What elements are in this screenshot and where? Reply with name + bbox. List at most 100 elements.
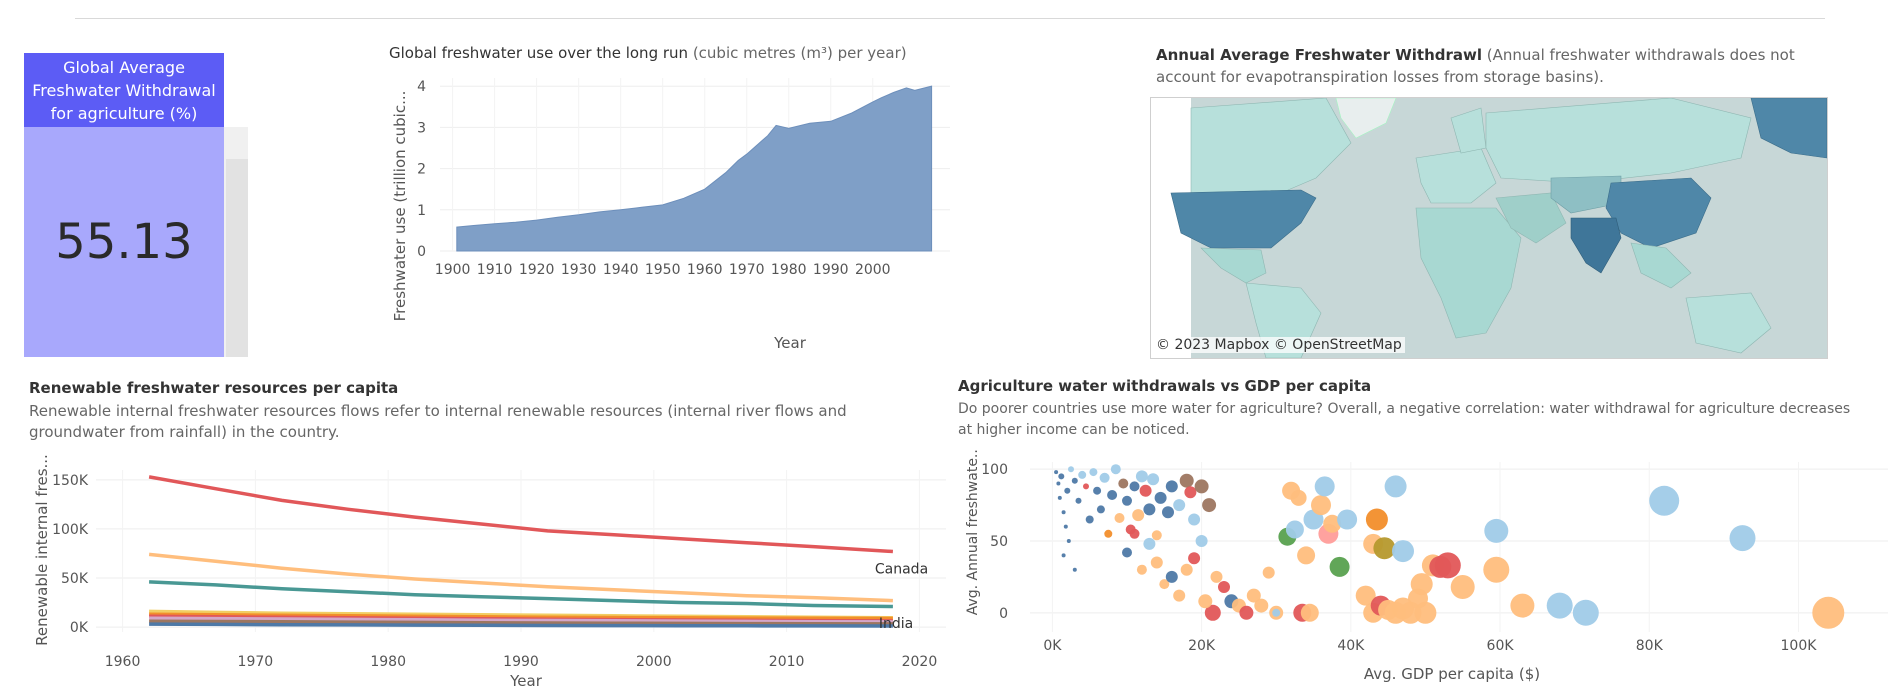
africa-shape[interactable] [1415,207,1522,339]
scatter-point[interactable] [1085,515,1094,524]
mapbox-credit[interactable]: © 2023 Mapbox [1156,337,1270,353]
freshwater-area[interactable] [456,85,933,252]
renewable-lines[interactable] [148,475,894,628]
scatter-point[interactable] [1483,556,1510,583]
scatter-point[interactable] [1122,547,1132,558]
scatter-point[interactable] [1093,486,1102,495]
scatter-point[interactable] [1450,575,1475,599]
scatter-point[interactable] [1210,570,1223,583]
scatter-point[interactable] [1165,570,1178,583]
scatter-point[interactable] [1329,556,1350,577]
scatter-point[interactable] [1311,495,1331,516]
scatter-point[interactable] [1066,539,1071,543]
scatter-point[interactable] [1198,594,1213,609]
alaska-shape[interactable] [1750,98,1827,159]
scatter-point[interactable] [1162,506,1174,519]
scatter-point[interactable] [1202,498,1217,513]
scatter-point[interactable] [1173,589,1186,602]
scatter-point[interactable] [1136,564,1147,575]
scatter-point[interactable] [1218,581,1230,593]
scatter-point[interactable] [1195,535,1208,547]
scatter-point[interactable] [1071,477,1078,484]
scatter-point[interactable] [1099,472,1110,483]
scatter-point[interactable] [1132,509,1145,522]
scatter-point[interactable] [1188,552,1201,565]
renewable-series-line[interactable] [148,475,894,554]
scatter-point[interactable] [1057,495,1062,500]
scatter-point[interactable] [1054,470,1059,475]
scatter-point[interactable] [1184,486,1197,499]
scatter-point[interactable] [1143,537,1156,550]
scatter-point[interactable] [1429,555,1452,578]
usa-shape[interactable] [1170,189,1317,249]
renewable-series-line[interactable] [149,622,893,628]
scatter-point[interactable] [1384,475,1407,498]
scatter-point[interactable] [1365,508,1388,531]
scatter-point[interactable] [1083,483,1089,490]
china-shape[interactable] [1605,177,1712,249]
scatter-point[interactable] [1410,573,1433,596]
scatter-point[interactable] [1285,520,1304,539]
scatter-point[interactable] [1151,530,1162,541]
scatter-point[interactable] [1300,603,1319,622]
central-asia-shape[interactable] [1550,175,1622,214]
scatter-point[interactable] [1649,485,1680,516]
scatter-point[interactable] [1147,473,1160,486]
scatter-point[interactable] [1122,495,1132,506]
scatter-point[interactable] [1290,489,1307,506]
scatter-point[interactable] [1072,567,1077,572]
russia-shape[interactable] [1485,98,1752,184]
renewable-series-line[interactable] [149,616,893,624]
renewable-series-line[interactable] [149,612,893,621]
scatter-point[interactable] [1262,566,1275,579]
scatter-point[interactable] [1150,556,1163,569]
india-shape[interactable] [1570,217,1622,274]
scatter-point[interactable] [1355,585,1376,606]
scatter-point[interactable] [1484,518,1509,543]
renewable-series-line[interactable] [149,580,893,609]
scatter-point[interactable] [1246,588,1261,603]
scatter-point[interactable] [1812,596,1845,629]
scatter-point[interactable] [1272,608,1281,617]
scatter-point[interactable] [1179,473,1194,488]
scatter-point[interactable] [1414,601,1437,624]
scatter-point[interactable] [1058,473,1065,480]
scatter-point[interactable] [1056,481,1061,486]
scatter-point[interactable] [1314,476,1335,497]
osm-credit[interactable]: © OpenStreetMap [1273,337,1402,353]
scatter-point[interactable] [1572,599,1599,626]
southeast-asia-shape[interactable] [1630,242,1692,289]
scatter-point[interactable] [1173,499,1186,512]
scatter-point[interactable] [1239,605,1254,620]
renewable-series-line[interactable] [148,552,893,603]
scatter-point[interactable] [1129,481,1140,492]
scatter-point[interactable] [1104,529,1113,538]
scatter-point[interactable] [1063,524,1068,529]
scatter-point[interactable] [1061,510,1066,515]
scatter-point[interactable] [1510,593,1535,618]
scatter-point[interactable] [1180,563,1193,576]
scatter-point[interactable] [1096,505,1105,514]
scatter-point[interactable] [1129,528,1140,539]
scatter-point[interactable] [1188,513,1201,526]
scatter-point[interactable] [1107,490,1118,500]
scatter-point[interactable] [1064,487,1071,494]
scatter-point[interactable] [1392,540,1414,563]
middle-east-shape[interactable] [1495,192,1567,244]
scatter-point[interactable] [1159,579,1170,590]
world-map[interactable] [1150,97,1828,359]
scatter-point[interactable] [1165,480,1178,493]
scatter-point[interactable] [1068,466,1074,473]
renewable-series-line[interactable] [149,619,893,626]
scatter-point[interactable] [1546,592,1573,619]
scatter-point[interactable] [1154,491,1167,504]
australia-shape[interactable] [1685,292,1772,354]
scatter-point[interactable] [1297,546,1316,565]
scatter-point[interactable] [1373,537,1396,560]
mexico-shape[interactable] [1200,247,1267,284]
scatter-point[interactable] [1194,479,1209,494]
scatter-point[interactable] [1323,514,1342,533]
scatter-point[interactable] [1139,484,1152,497]
scatter-point[interactable] [1061,553,1066,558]
scatter-point[interactable] [1729,525,1756,552]
